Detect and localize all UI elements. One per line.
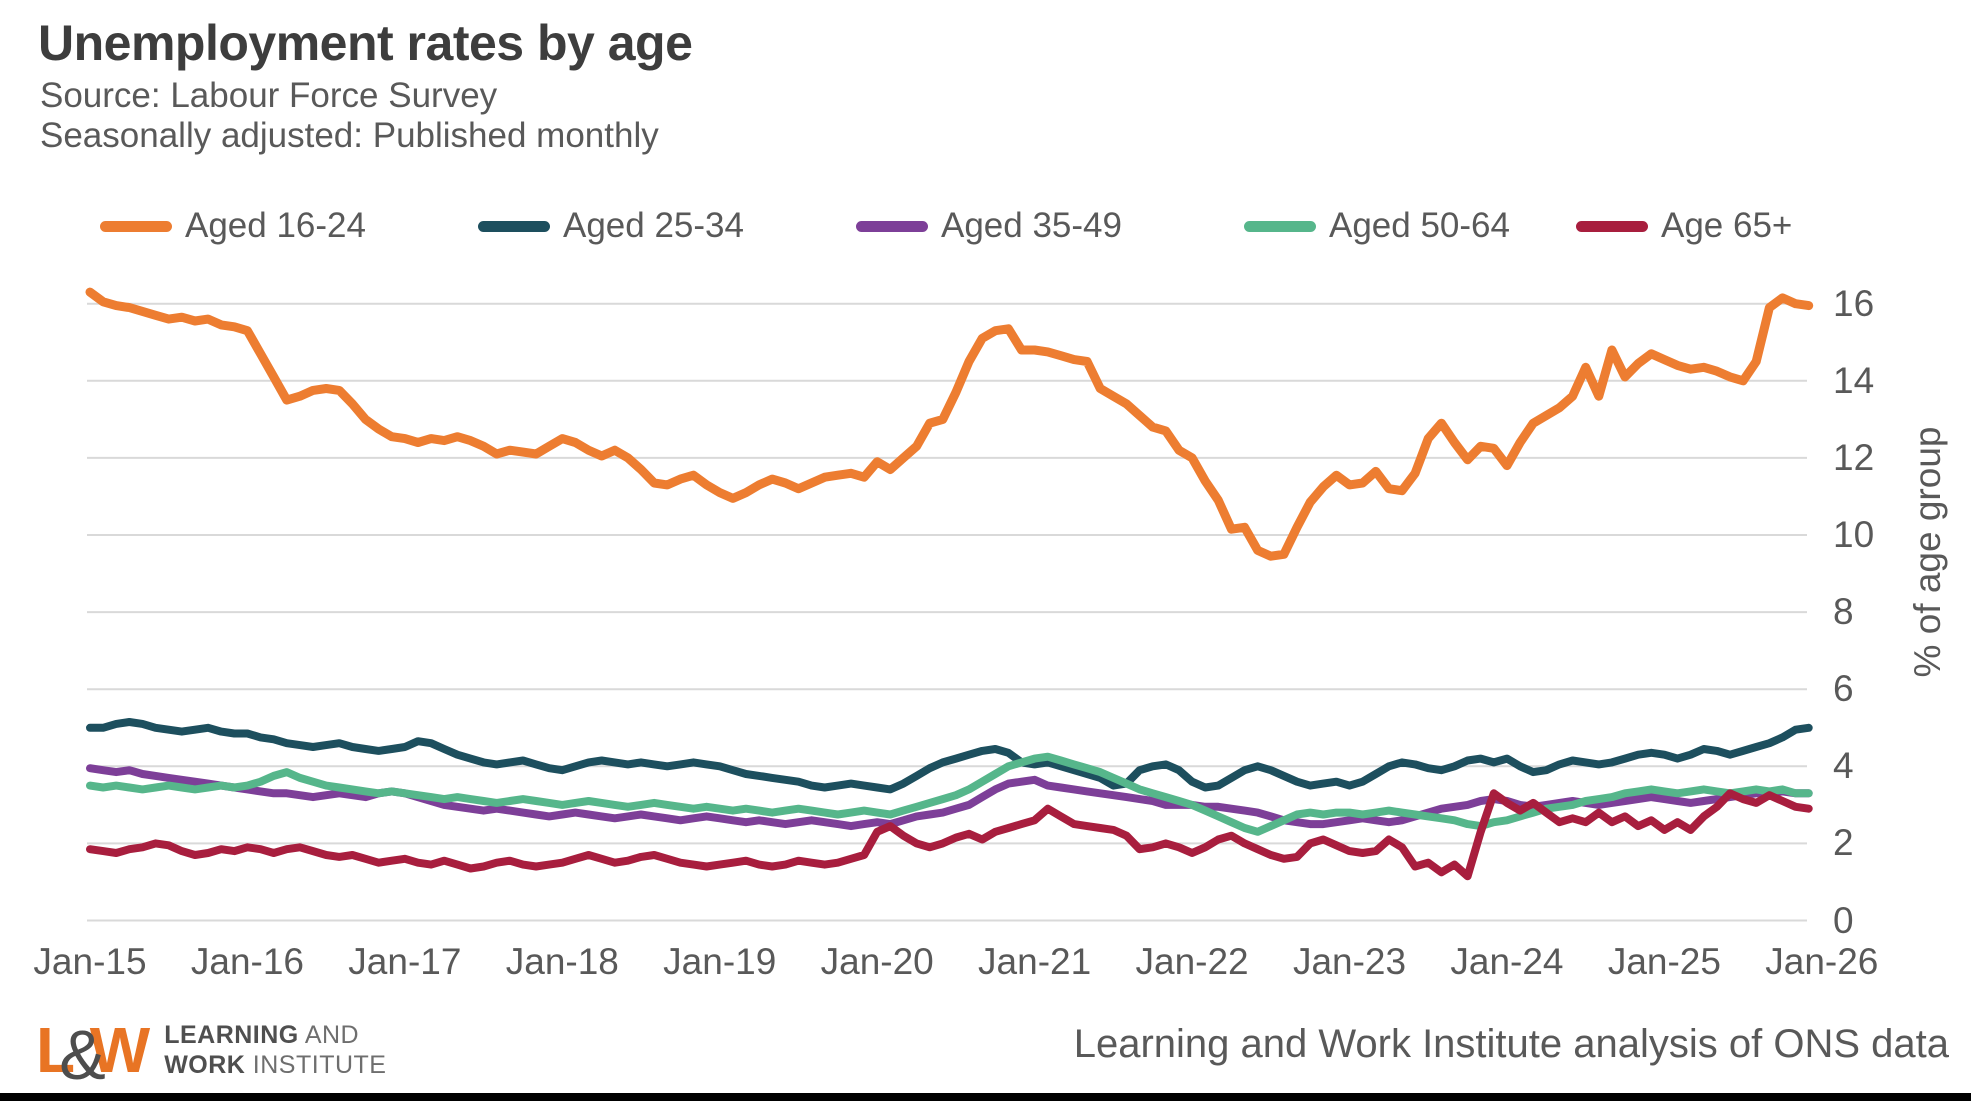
x-axis-tick-Jan-20: Jan-20: [820, 941, 934, 982]
logo-text-line-2: WORK INSTITUTE: [164, 1050, 386, 1080]
legend-label: Age 65+: [1661, 206, 1793, 245]
legend-label: Aged 16-24: [185, 206, 366, 245]
x-axis-tick-Jan-22: Jan-22: [1135, 941, 1249, 982]
series-line-age-65-plus: [86, 789, 1813, 881]
y-axis-tick-4: 4: [1833, 745, 1854, 787]
y-axis-tick-2: 2: [1833, 822, 1854, 864]
logo-text-learning: LEARNING: [164, 1021, 299, 1049]
adjustment-line: Seasonally adjusted: Published monthly: [40, 116, 659, 155]
legend-item-aged-16-24: Aged 16-24: [100, 198, 366, 254]
logo-text-institute: INSTITUTE: [245, 1051, 387, 1079]
logo-letter-l: L: [36, 1014, 75, 1086]
legend-item-aged-35-49: Aged 35-49: [856, 198, 1122, 254]
logo-ampersand: &: [59, 1016, 106, 1094]
x-axis-tick-Jan-16: Jan-16: [190, 941, 305, 982]
page-title: Unemployment rates by age: [38, 15, 693, 71]
bottom-bar: [0, 1093, 1971, 1101]
attribution-text: Learning and Work Institute analysis of …: [1073, 1022, 1949, 1066]
logo-letter-w: W: [89, 1014, 150, 1086]
logo-text-work: WORK: [164, 1051, 246, 1079]
x-axis-tick-Jan-25: Jan-25: [1607, 941, 1721, 982]
y-axis-tick-14: 14: [1833, 359, 1875, 401]
y-axis-tick-12: 12: [1833, 436, 1875, 478]
y-axis-tick-8: 8: [1833, 591, 1854, 633]
lw-logo-text: LEARNING AND WORK INSTITUTE: [164, 1020, 386, 1080]
legend-item-aged-50-64: Aged 50-64: [1244, 198, 1510, 254]
logo-text-line-1: LEARNING AND: [164, 1020, 386, 1050]
y-axis-tick-16: 16: [1833, 282, 1875, 324]
series-line-aged-50-64: [86, 752, 1813, 836]
y-axis-tick-10: 10: [1833, 514, 1875, 555]
legend-swatch-aged-50-64: [1244, 220, 1316, 232]
y-axis-tick-6: 6: [1833, 668, 1854, 710]
x-axis-tick-Jan-18: Jan-18: [505, 941, 619, 982]
x-axis-tick-Jan-23: Jan-23: [1292, 941, 1407, 982]
x-axis-tick-Jan-17: Jan-17: [348, 941, 462, 982]
lw-logo: L & W LEARNING AND WORK INSTITUTE: [36, 1014, 386, 1090]
lw-logo-mark: L & W: [36, 1014, 150, 1090]
source-line: Source: Labour Force Survey: [40, 76, 498, 115]
legend-label: Aged 50-64: [1329, 206, 1510, 245]
legend-swatch-aged-25-34: [478, 220, 550, 232]
series-line-aged-25-34: [86, 718, 1813, 794]
x-axis-tick-Jan-21: Jan-21: [978, 941, 1092, 982]
legend-item-age-65-plus: Age 65+: [1576, 198, 1792, 254]
legend-swatch-aged-16-24: [100, 220, 172, 232]
series-line-aged-16-24: [85, 287, 1814, 561]
legend-label: Aged 35-49: [941, 206, 1122, 245]
legend: Aged 16-24 Aged 25-34 Aged 35-49 Aged 50…: [0, 198, 1971, 254]
logo-text-and: AND: [298, 1021, 360, 1049]
legend-swatch-aged-35-49: [856, 220, 928, 232]
x-axis-tick-Jan-26: Jan-26: [1765, 941, 1879, 982]
y-axis-title: % of age group: [1907, 426, 1948, 678]
legend-item-aged-25-34: Aged 25-34: [478, 198, 744, 254]
legend-swatch-age-65-plus: [1576, 220, 1648, 232]
legend-label: Aged 25-34: [563, 206, 744, 245]
y-axis-tick-0: 0: [1833, 899, 1854, 941]
x-axis-tick-Jan-19: Jan-19: [663, 941, 777, 982]
x-axis-tick-Jan-15: Jan-15: [33, 941, 147, 982]
x-axis-tick-Jan-24: Jan-24: [1450, 941, 1564, 982]
